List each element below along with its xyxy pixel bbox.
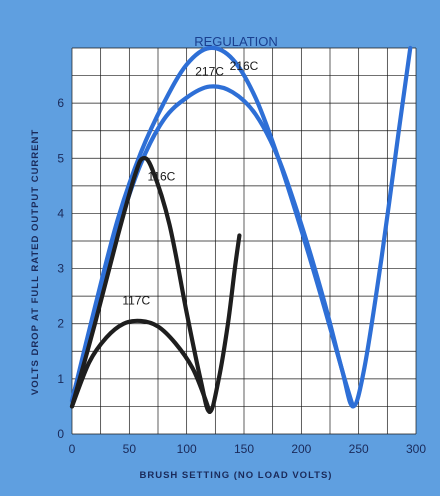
x-axis-label: BRUSH SETTING (NO LOAD VOLTS) [140, 470, 333, 481]
y-tick-label: 3 [57, 262, 64, 276]
series-annotation: 216C [230, 59, 259, 73]
series-annotation: 217C [195, 65, 224, 79]
x-tick-label: 100 [177, 442, 197, 456]
y-axis-label: VOLTS DROP AT FULL RATED OUTPUT CURRENT [30, 129, 41, 395]
x-tick-label: 150 [234, 442, 254, 456]
x-tick-label: 200 [291, 442, 311, 456]
x-tick-label: 300 [406, 442, 426, 456]
labels-group: 0 50 100 150 200 250 300 0 1 2 3 4 5 6 217C 216C 116C 117… [57, 59, 426, 456]
series-annotation: 116C [148, 169, 176, 183]
y-tick-label: 6 [57, 96, 64, 110]
series-line-117c [69, 318, 212, 415]
y-tick-label: 2 [57, 317, 64, 331]
grid [71, 47, 417, 435]
series-annotation: 117C [122, 293, 150, 307]
x-tick-label: 50 [123, 442, 137, 456]
y-tick-label: 5 [57, 151, 64, 165]
x-tick-label: 250 [349, 442, 369, 456]
x-tick-label: 0 [69, 442, 76, 456]
series-group [69, 45, 413, 415]
y-tick-label: 4 [57, 206, 64, 220]
y-tick-label: 1 [57, 372, 64, 386]
series-line-116c [69, 155, 242, 415]
chart-title: REGULATION [194, 34, 278, 49]
y-tick-label: 0 [57, 427, 64, 441]
